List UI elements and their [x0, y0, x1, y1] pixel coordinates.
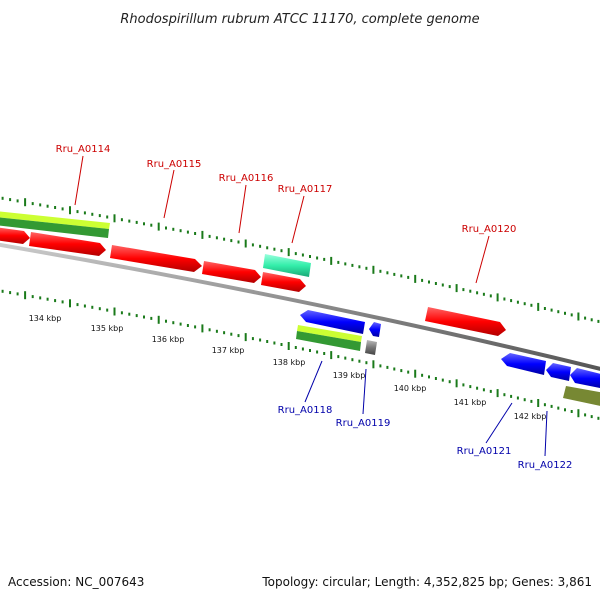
- gene-arrow-Rru_A0114[interactable]: [29, 232, 106, 256]
- forward-gene-labels: Rru_A0114 Rru_A0115 Rru_A0116 Rru_A0117 …: [56, 144, 517, 235]
- gene-label-Rru_A0120[interactable]: Rru_A0120: [462, 224, 517, 235]
- kbp-labels: 134 kbp 135 kbp 136 kbp 137 kbp 138 kbp …: [29, 314, 547, 421]
- gene-arrow-Rru_A0116b[interactable]: [261, 272, 306, 292]
- gene-arrow-Rru_A0116[interactable]: [202, 261, 261, 283]
- reverse-gene-labels: Rru_A0118 Rru_A0119 Rru_A0121 Rru_A0122: [278, 405, 573, 471]
- gene-label-Rru_A0118[interactable]: Rru_A0118: [278, 405, 333, 416]
- kbp-label: 138 kbp: [273, 358, 306, 367]
- lime-band: [0, 211, 110, 229]
- gene-label-Rru_A0122[interactable]: Rru_A0122: [518, 460, 573, 471]
- leader-line-Rru_A0121: [485, 402, 513, 444]
- gene-label-Rru_A0117[interactable]: Rru_A0117: [278, 184, 333, 195]
- leader-line-Rru_A0122: [544, 410, 548, 457]
- upper-tick-track: [1, 196, 600, 323]
- leader-line-Rru_A0114: [74, 155, 84, 206]
- gene-arrow-Rru_A0122[interactable]: [546, 363, 571, 381]
- kbp-label: 134 kbp: [29, 314, 62, 323]
- kbp-label: 142 kbp: [514, 412, 547, 421]
- gene-arrow-Rru_A0118[interactable]: [300, 310, 365, 334]
- gene-arrow-Rru_A0121[interactable]: [501, 353, 546, 375]
- gene-arrow-Rru_A0120[interactable]: [425, 307, 506, 336]
- leader-line-Rru_A0119: [362, 368, 367, 415]
- lower-tick-track: [1, 289, 600, 420]
- leader-lines: [74, 155, 548, 457]
- kbp-label: 135 kbp: [91, 324, 124, 333]
- kbp-label: 141 kbp: [454, 398, 487, 407]
- kbp-label: 137 kbp: [212, 346, 245, 355]
- kbp-label: 139 kbp: [333, 371, 366, 380]
- leader-line-Rru_A0115: [163, 169, 175, 219]
- gene-label-Rru_A0116[interactable]: Rru_A0116: [219, 173, 274, 184]
- cyan-feature-Rru_A0117[interactable]: [263, 254, 311, 277]
- grey-feature-Rru_A0119[interactable]: [365, 340, 377, 355]
- olive-band: [563, 386, 600, 406]
- gene-arrow-Rru_A0115[interactable]: [110, 245, 202, 272]
- leader-line-Rru_A0116: [238, 184, 247, 234]
- forward-band-group: [0, 211, 600, 406]
- forward-gene-arrows: [0, 227, 506, 336]
- gene-arrow-Rru_A0119[interactable]: [369, 322, 381, 337]
- green-band-small: [296, 331, 361, 351]
- kbp-label: 136 kbp: [152, 335, 185, 344]
- gene-label-Rru_A0115[interactable]: Rru_A0115: [147, 159, 202, 170]
- gene-label-Rru_A0121[interactable]: Rru_A0121: [457, 446, 512, 457]
- gene-arrow[interactable]: [0, 227, 30, 244]
- genome-summary-text: Topology: circular; Length: 4,352,825 bp…: [261, 575, 592, 589]
- lime-band-small: [297, 325, 362, 342]
- accession-text: Accession: NC_007643: [8, 575, 144, 589]
- kbp-label: 140 kbp: [394, 384, 427, 393]
- gene-arrow[interactable]: [570, 368, 600, 389]
- green-band: [0, 217, 109, 238]
- gene-label-Rru_A0114[interactable]: Rru_A0114: [56, 144, 111, 155]
- page-title: Rhodospirillum rubrum ATCC 11170, comple…: [120, 12, 479, 27]
- leader-line-Rru_A0118: [304, 360, 323, 403]
- leader-line-Rru_A0120: [475, 235, 490, 284]
- genome-backbone: [0, 242, 600, 371]
- reverse-gene-arrows: [300, 310, 600, 389]
- leader-line-Rru_A0117: [291, 195, 305, 244]
- gene-label-Rru_A0119[interactable]: Rru_A0119: [336, 418, 391, 429]
